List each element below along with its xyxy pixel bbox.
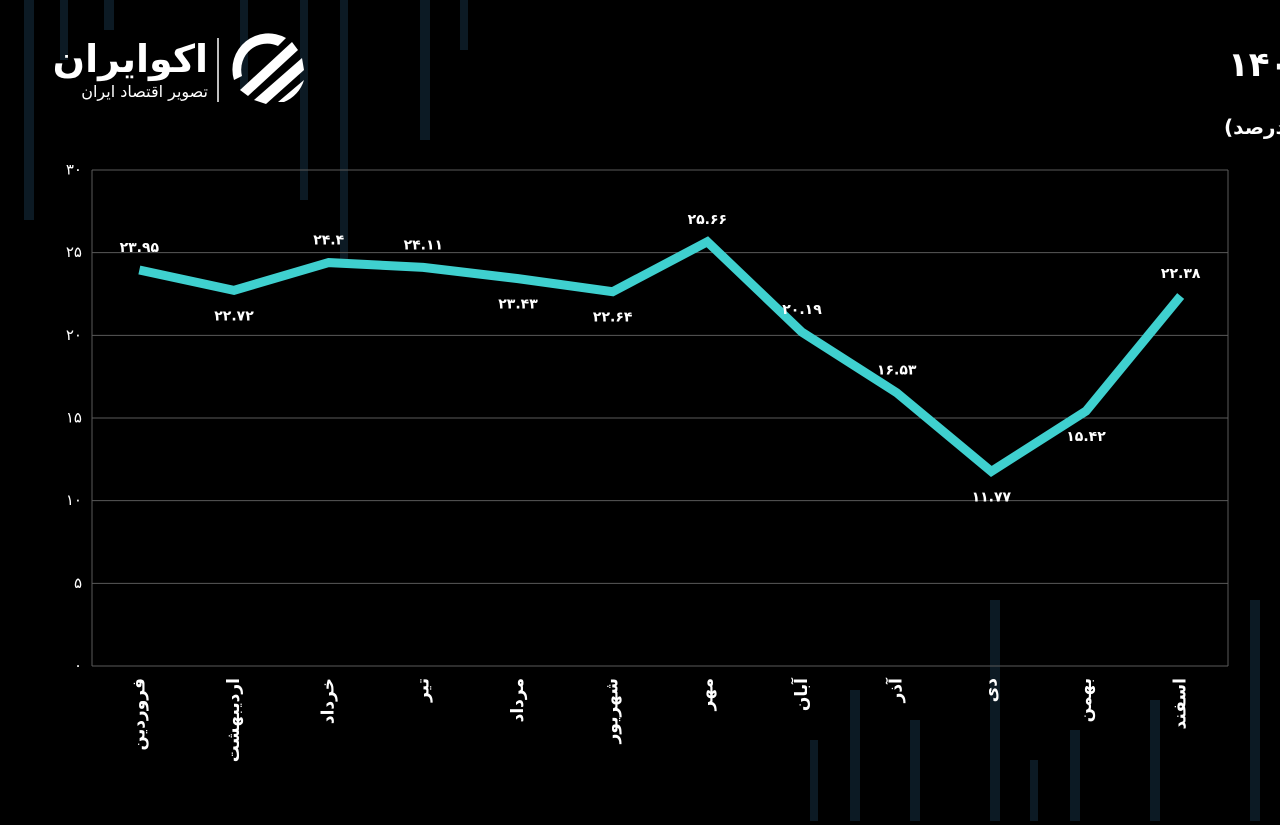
data-label: ۲۰.۱۹ xyxy=(782,302,822,318)
chart-title: برررسی حباب سکه امامی در سال ۱۴۰۳ xyxy=(1228,45,1280,85)
brand-name: اکوایران xyxy=(53,37,208,81)
x-tick-label: آذر xyxy=(885,677,907,704)
x-tick-label: مهر xyxy=(697,678,717,711)
y-tick-label: ۱۰ xyxy=(66,491,82,509)
data-line xyxy=(138,236,1185,477)
logo: اکوایران تصویر اقتصاد ایران xyxy=(53,33,304,104)
y-tick-label: ۰ xyxy=(74,657,82,675)
data-label: ۱۱.۷۷ xyxy=(972,489,1012,505)
data-label: ۲۴.۱۱ xyxy=(404,237,444,253)
chart-subtitle: (واحد: درصد) xyxy=(1224,115,1280,139)
x-tick-label: تیر xyxy=(413,678,433,703)
data-label: ۲۵.۶۶ xyxy=(688,212,728,228)
brand-tagline: تصویر اقتصاد ایران xyxy=(81,82,208,102)
x-tick-label: شهریور xyxy=(603,678,623,744)
logo-mark xyxy=(232,33,304,104)
x-tick-label: اردیبهشت xyxy=(224,678,244,762)
data-label: ۱۵.۴۲ xyxy=(1066,429,1106,445)
x-tick-label: اسفند xyxy=(1171,678,1191,730)
x-tick-label: مرداد xyxy=(508,678,528,722)
data-label: ۲۳.۹۵ xyxy=(120,240,160,256)
y-tick-label: ۵ xyxy=(74,574,82,592)
data-label: ۲۲.۳۸ xyxy=(1161,266,1201,282)
y-tick-label: ۲۰ xyxy=(66,326,82,344)
y-tick-label: ۱۵ xyxy=(66,409,82,427)
x-tick-label: بهمن xyxy=(1076,678,1096,722)
y-tick-label: ۳۰ xyxy=(66,161,82,179)
x-tick-label: فروردین xyxy=(129,678,149,750)
data-label: ۲۳.۴۳ xyxy=(498,297,538,313)
x-tick-label: خرداد xyxy=(319,678,339,724)
x-tick-label: آبان xyxy=(790,677,812,711)
x-tick-label: دی xyxy=(981,678,1001,703)
data-label: ۱۶.۵۳ xyxy=(877,363,917,379)
y-tick-label: ۲۵ xyxy=(66,243,82,261)
data-label: ۲۴.۴ xyxy=(313,233,344,249)
data-label: ۲۲.۷۲ xyxy=(214,308,254,324)
data-label: ۲۲.۶۴ xyxy=(593,310,633,326)
